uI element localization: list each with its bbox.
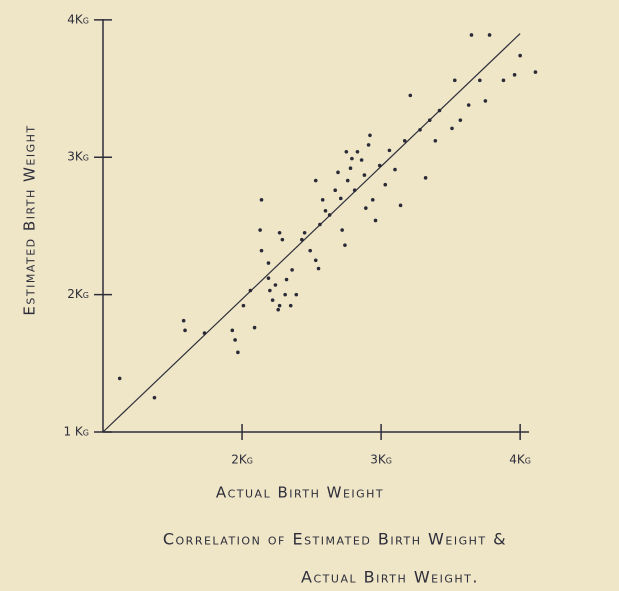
point <box>450 126 454 131</box>
chart-title: Correlation of Estimated Birth Weight & <box>163 530 507 549</box>
point <box>478 78 482 83</box>
point <box>230 328 235 333</box>
point <box>259 248 264 253</box>
y-tick-label: 1 Kg <box>63 425 89 439</box>
point <box>323 209 328 213</box>
point <box>373 218 378 223</box>
point <box>368 133 372 138</box>
point <box>418 127 422 132</box>
point <box>518 53 522 58</box>
point <box>350 156 354 161</box>
point <box>280 237 285 242</box>
point <box>277 303 282 308</box>
point <box>268 288 272 293</box>
point <box>302 231 307 235</box>
point <box>533 70 538 74</box>
point <box>466 103 471 107</box>
point <box>318 222 322 227</box>
point <box>452 78 457 83</box>
point <box>398 203 403 208</box>
point <box>258 228 262 232</box>
point <box>345 178 350 183</box>
point <box>364 206 368 210</box>
x-tick-label: 3Kg <box>370 453 392 467</box>
point <box>458 118 463 122</box>
point <box>501 78 506 83</box>
point <box>340 228 344 232</box>
y-tick-label: 3Kg <box>67 150 89 164</box>
point <box>290 268 294 272</box>
point <box>152 395 157 400</box>
point <box>437 108 442 113</box>
point <box>277 231 282 235</box>
point <box>288 303 293 308</box>
point <box>117 376 122 381</box>
point <box>487 33 492 37</box>
point <box>320 198 325 202</box>
point <box>344 149 349 154</box>
point <box>308 248 312 253</box>
point <box>327 213 332 217</box>
point <box>408 93 413 98</box>
x-tick-label: 4Kg <box>509 453 531 467</box>
point <box>433 138 438 143</box>
point <box>259 198 264 202</box>
y-tick-label: 2Kg <box>67 287 89 301</box>
point <box>338 196 343 201</box>
point <box>469 33 474 37</box>
point <box>343 243 347 247</box>
y-tick-label: 4Kg <box>67 12 89 26</box>
point <box>202 331 207 335</box>
chart-title: Actual Birth Weight. <box>301 568 479 587</box>
point <box>393 167 397 172</box>
point <box>383 182 388 187</box>
point <box>333 188 338 193</box>
point <box>336 170 340 175</box>
point <box>423 176 428 180</box>
point <box>284 277 289 282</box>
point <box>362 173 367 177</box>
point <box>266 276 271 280</box>
x-axis-label: Actual Birth Weight <box>216 484 384 502</box>
point <box>276 307 281 312</box>
point <box>236 350 240 355</box>
point <box>313 258 318 263</box>
y-axis-label: Estimated Birth Weight <box>21 124 39 315</box>
point <box>366 143 371 147</box>
point <box>300 237 304 242</box>
point <box>370 198 375 202</box>
point <box>355 149 360 154</box>
point <box>183 328 187 333</box>
point <box>316 266 321 271</box>
point <box>387 148 392 153</box>
point <box>352 188 357 193</box>
point <box>248 288 253 293</box>
point <box>512 73 517 77</box>
point <box>266 261 271 265</box>
point <box>283 292 287 297</box>
point <box>241 303 246 308</box>
point <box>483 99 488 103</box>
point <box>233 338 237 342</box>
point <box>377 163 382 168</box>
point <box>359 158 364 162</box>
reference-line <box>102 33 521 433</box>
point <box>270 298 275 302</box>
point <box>181 318 186 323</box>
point <box>252 325 257 330</box>
point <box>348 166 353 171</box>
point <box>313 178 318 183</box>
point <box>427 118 432 122</box>
point <box>294 292 299 297</box>
point <box>402 138 407 143</box>
point <box>273 283 278 287</box>
x-tick-label: 2Kg <box>231 453 253 467</box>
